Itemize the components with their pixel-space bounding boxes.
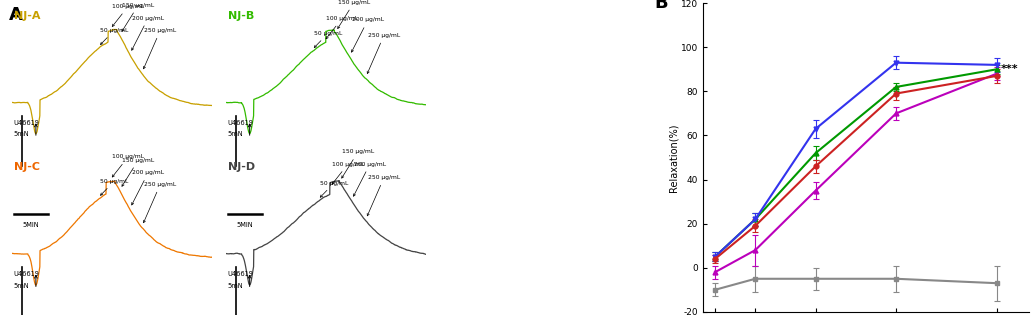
- Y-axis label: Relaxation(%): Relaxation(%): [668, 123, 678, 192]
- Text: A: A: [8, 6, 23, 24]
- Text: ***: ***: [1001, 64, 1018, 74]
- Text: B: B: [655, 0, 668, 12]
